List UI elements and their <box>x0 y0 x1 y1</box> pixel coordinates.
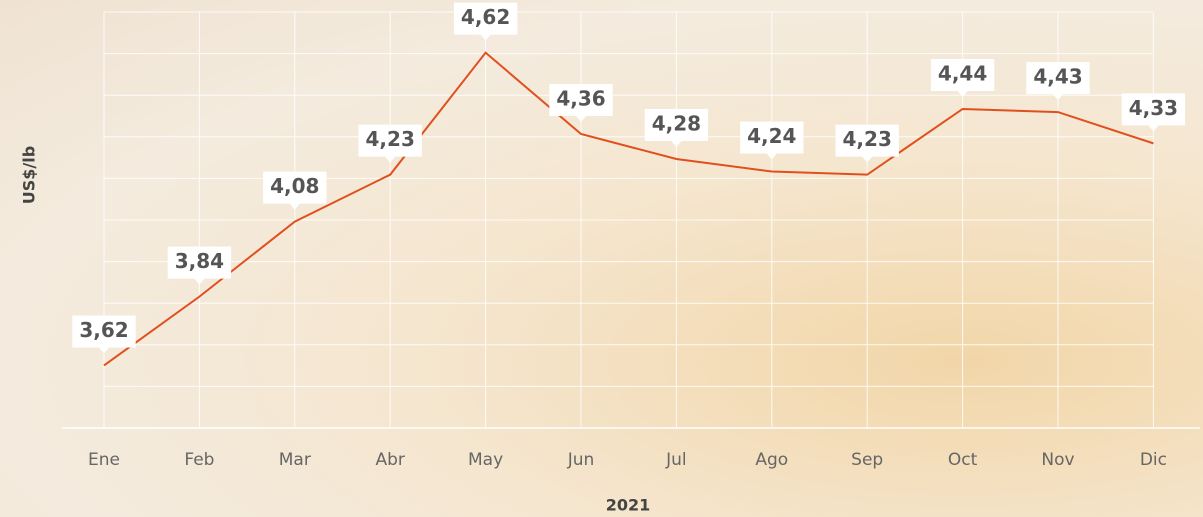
x-tick-label: Mar <box>279 450 311 470</box>
data-label-box <box>72 315 136 354</box>
data-label-text: 3,84 <box>175 249 224 273</box>
data-label: 4,28 <box>644 109 709 148</box>
data-label: 4,44 <box>930 58 995 97</box>
x-tick-label: Nov <box>1041 450 1074 470</box>
data-label: 4,43 <box>1026 62 1090 101</box>
data-label-box <box>835 124 899 163</box>
data-label-box <box>167 246 232 285</box>
x-tick-label: Jun <box>567 450 595 470</box>
y-axis-label: US$/lb <box>20 146 39 204</box>
x-tick-label: Oct <box>948 450 978 470</box>
x-tick-label: Jul <box>665 450 687 470</box>
x-tick-label: Abr <box>375 450 404 470</box>
x-tick-label: Dic <box>1140 450 1167 470</box>
data-label-text: 4,44 <box>938 61 987 85</box>
data-label: 4,62 <box>453 2 518 41</box>
data-label-box <box>1121 93 1186 132</box>
x-tick-label: Sep <box>851 450 883 470</box>
data-label-box <box>1026 62 1090 101</box>
data-label-box <box>358 124 422 163</box>
data-label-box <box>930 58 995 97</box>
data-label-text: 4,36 <box>556 86 605 110</box>
x-tick-label: Ene <box>88 450 120 470</box>
data-label-box <box>740 121 804 160</box>
data-label-text: 4,23 <box>843 127 892 151</box>
data-label: 3,62 <box>72 315 136 354</box>
data-label-text: 4,24 <box>747 124 796 148</box>
data-label: 3,84 <box>167 246 232 285</box>
data-label-box <box>453 2 518 41</box>
data-label-box <box>549 83 613 122</box>
x-axis-label: 2021 <box>606 496 651 515</box>
x-tick-label: May <box>468 450 503 470</box>
data-label: 4,36 <box>549 83 613 122</box>
data-label: 4,23 <box>835 124 899 163</box>
data-label-text: 4,28 <box>652 112 701 136</box>
data-label-text: 4,33 <box>1129 96 1178 120</box>
data-label-text: 4,62 <box>461 5 510 29</box>
x-tick-label: Feb <box>184 450 214 470</box>
data-label: 4,08 <box>263 171 327 210</box>
data-label-text: 4,08 <box>270 174 319 198</box>
data-label: 4,23 <box>358 124 422 163</box>
data-label-box <box>644 109 709 148</box>
data-label: 4,24 <box>740 121 804 160</box>
x-tick-label: Ago <box>755 450 788 470</box>
data-label: 4,33 <box>1121 93 1186 132</box>
line <box>103 51 1154 367</box>
data-label-box <box>263 171 327 210</box>
data-label-text: 4,43 <box>1033 65 1082 89</box>
data-label-text: 3,62 <box>79 318 128 342</box>
data-label-text: 4,23 <box>366 127 415 151</box>
